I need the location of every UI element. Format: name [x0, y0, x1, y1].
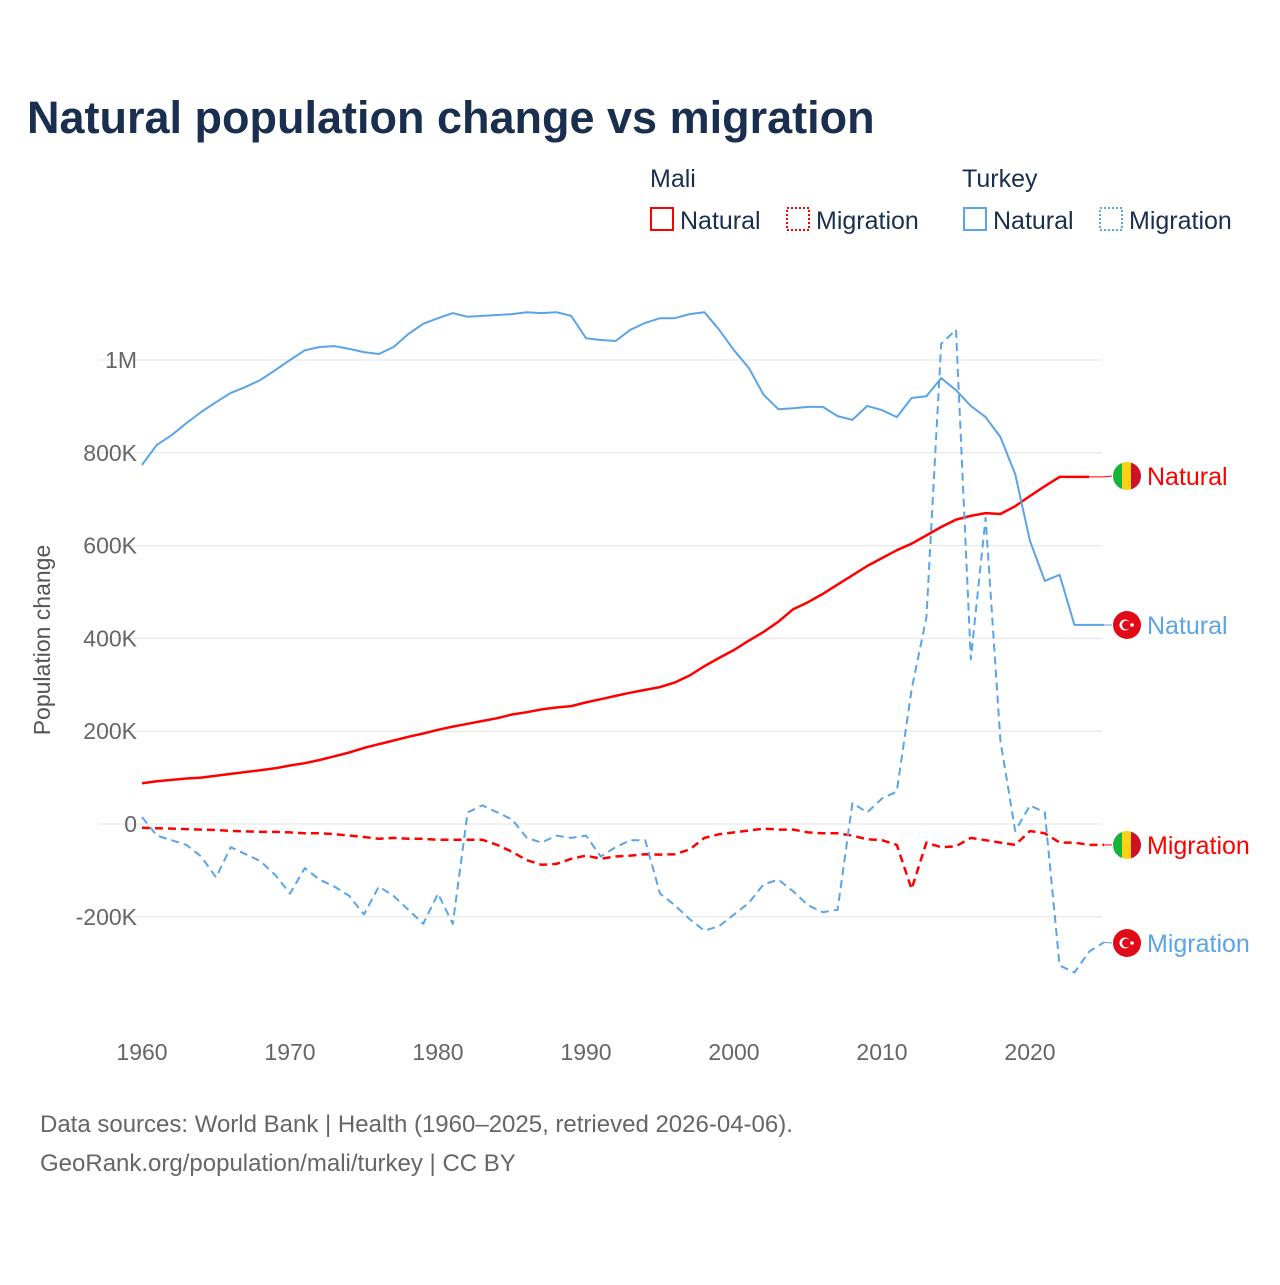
y-tick-label: 400K	[83, 625, 137, 651]
legend-item-mali-natural[interactable]: Natural	[680, 207, 761, 235]
legend-swatch-turkey-migration	[1100, 208, 1122, 230]
turkey-flag-icon	[1113, 611, 1141, 639]
series-line-turkey-migration	[142, 330, 1104, 973]
connector-mali-natural	[1089, 476, 1112, 477]
legend-group-mali: Mali	[650, 165, 696, 193]
mali-flag-icon	[1113, 831, 1141, 859]
flag-stripe-green	[1113, 831, 1123, 859]
y-axis-label: Population change	[29, 545, 55, 736]
end-label-mali-migration: Migration	[1147, 832, 1250, 860]
mali-flag-icon	[1113, 462, 1141, 490]
y-tick-label: 600K	[83, 533, 137, 559]
footer-credit[interactable]: GeoRank.org/population/mali/turkey | CC …	[40, 1150, 516, 1177]
legend-group-turkey: Turkey	[962, 165, 1038, 193]
y-tick-label: 200K	[83, 718, 137, 744]
series-line-mali-natural	[142, 477, 1089, 783]
x-tick-label: 1970	[264, 1039, 315, 1065]
footer-sources: Data sources: World Bank | Health (1960–…	[40, 1111, 793, 1138]
legend: Mali Natural Migration Turkey Natural Mi…	[650, 165, 1232, 235]
legend-item-mali-migration[interactable]: Migration	[816, 207, 919, 235]
series-line-turkey-natural	[142, 312, 1104, 625]
y-tick-label: 0	[124, 811, 137, 837]
turkey-flag-icon	[1113, 929, 1141, 957]
legend-item-turkey-natural[interactable]: Natural	[993, 207, 1074, 235]
flag-crescent-inner	[1122, 939, 1131, 948]
legend-item-turkey-migration[interactable]: Migration	[1129, 207, 1232, 235]
end-label-turkey-migration: Migration	[1147, 930, 1250, 958]
connector-turkey-migration	[1104, 942, 1112, 943]
legend-swatch-turkey-natural	[964, 208, 986, 230]
x-tick-label: 2000	[708, 1039, 759, 1065]
flag-stripe-red	[1131, 462, 1141, 490]
x-tick-label: 1990	[560, 1039, 611, 1065]
flag-stripe-green	[1113, 462, 1123, 490]
legend-swatch-mali-migration	[787, 208, 809, 230]
flag-stripe-yellow	[1122, 831, 1132, 859]
flag-star	[1130, 623, 1134, 627]
end-label-turkey-natural: Natural	[1147, 612, 1228, 640]
chart-title: Natural population change vs migration	[27, 92, 875, 143]
flag-stripe-yellow	[1122, 462, 1132, 490]
flag-star	[1130, 941, 1134, 945]
x-tick-label: 1960	[116, 1039, 167, 1065]
y-tick-label: 1M	[105, 347, 137, 373]
end-label-mali-natural: Natural	[1147, 463, 1228, 491]
x-tick-label: 2010	[856, 1039, 907, 1065]
legend-swatch-mali-natural	[651, 208, 673, 230]
x-tick-label: 2020	[1004, 1039, 1055, 1065]
flag-stripe-red	[1131, 831, 1141, 859]
y-tick-label: -200K	[76, 904, 138, 930]
flag-crescent-inner	[1122, 621, 1131, 630]
x-tick-label: 1980	[412, 1039, 463, 1065]
series-line-mali-migration	[142, 828, 1104, 889]
y-tick-label: 800K	[83, 440, 137, 466]
